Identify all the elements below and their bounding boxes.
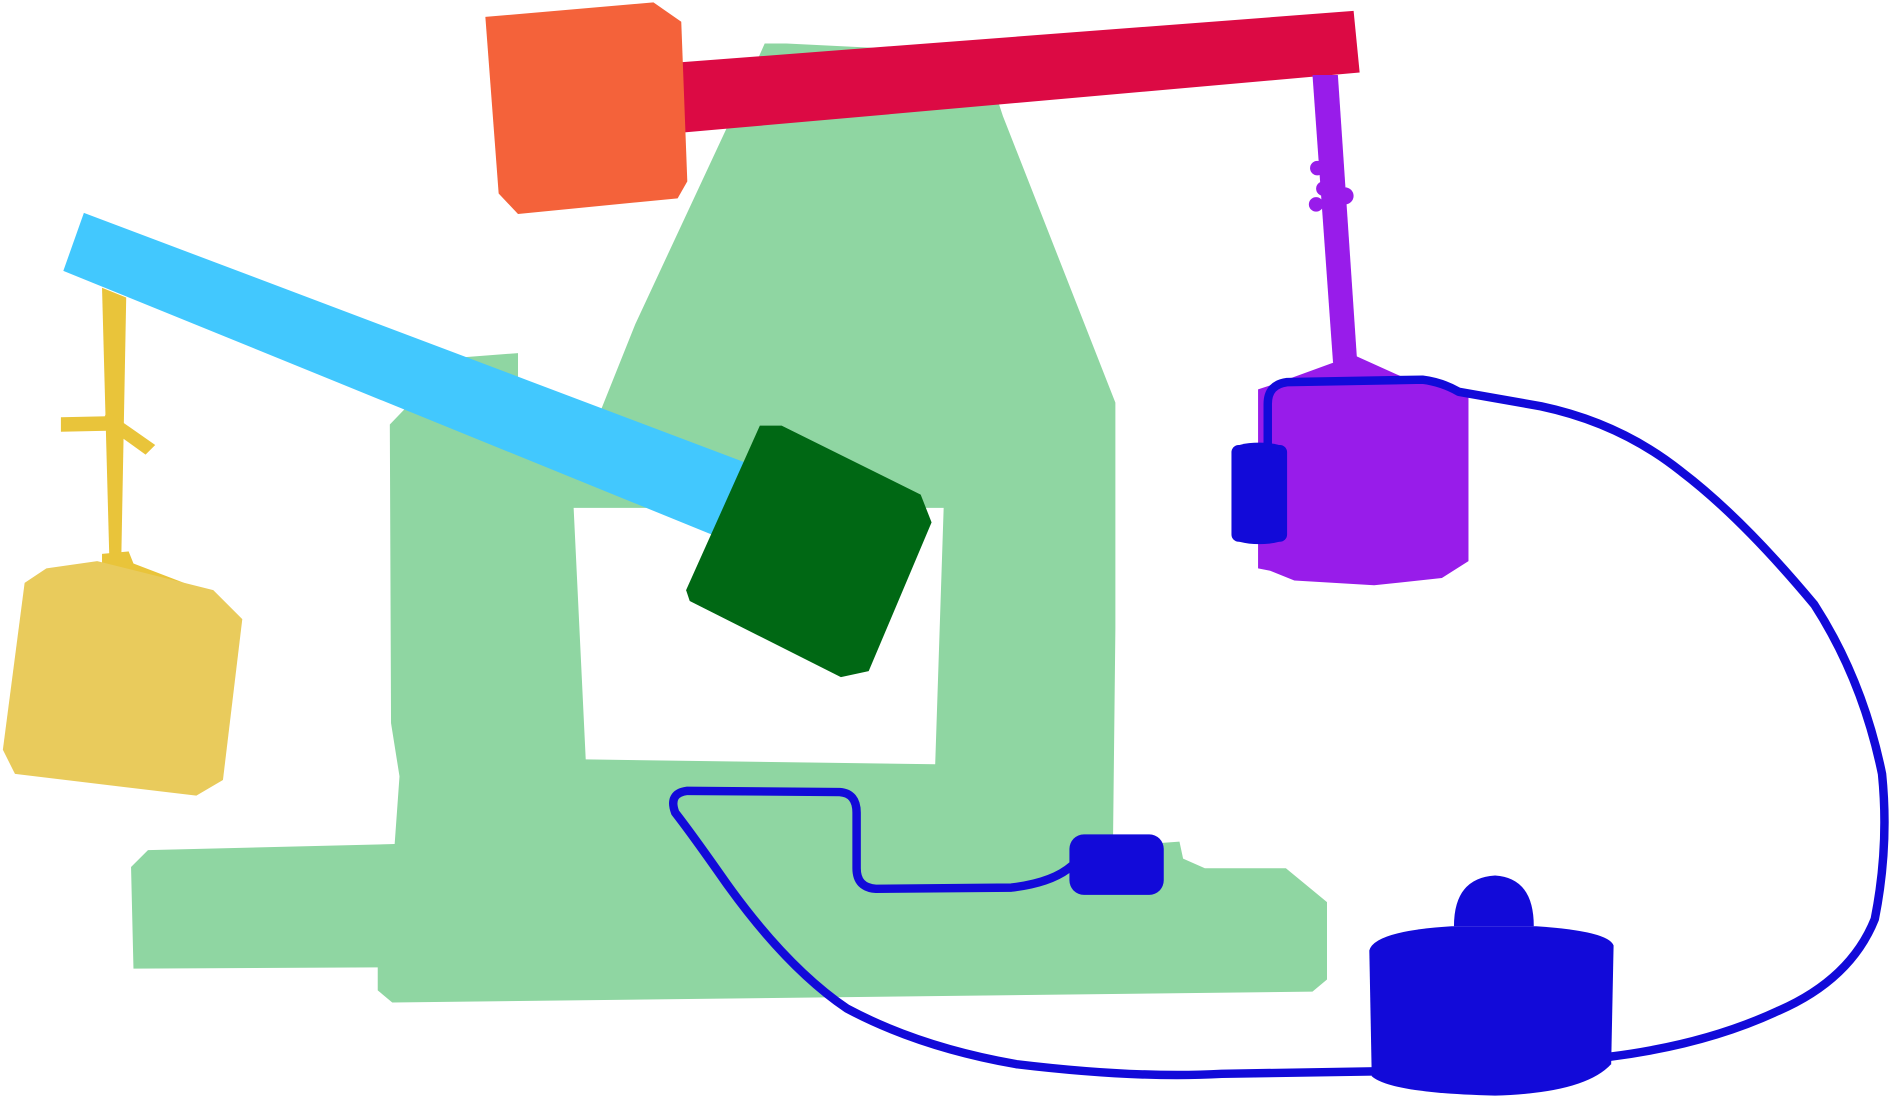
green-head-block xyxy=(686,425,932,678)
red-beam xyxy=(672,10,1360,134)
yellow-weight xyxy=(2,561,243,796)
purple-tank xyxy=(1258,355,1469,586)
blue-small-connector xyxy=(1069,834,1164,895)
blue-motor xyxy=(1369,875,1614,1096)
blue-cable xyxy=(669,375,1889,1080)
cyan-arm xyxy=(63,212,751,540)
blue-tank-connector xyxy=(1231,442,1288,545)
orange-counterweight xyxy=(485,2,688,215)
base-frame xyxy=(131,43,1327,1003)
purple-rod xyxy=(1308,74,1358,363)
